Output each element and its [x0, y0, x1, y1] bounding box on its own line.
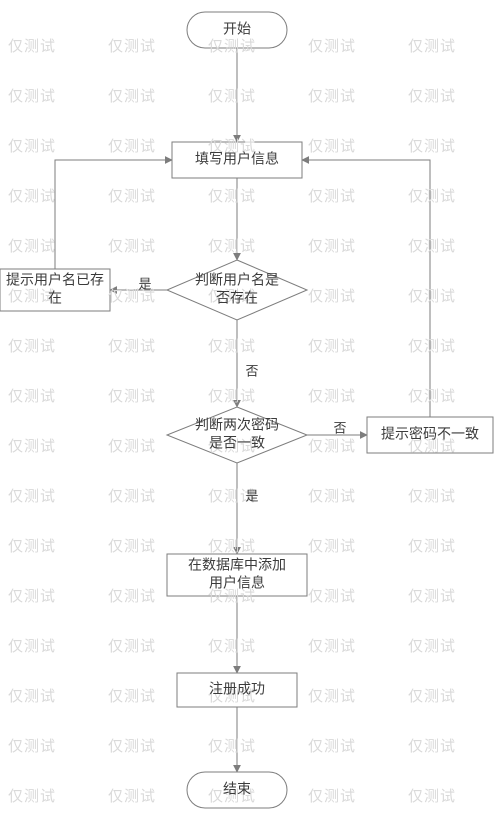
- node-label-end: 结束: [223, 781, 251, 799]
- edge-label: 否: [333, 418, 346, 437]
- node-label-tipPwd: 提示密码不一致: [381, 426, 479, 444]
- node-label-start: 开始: [223, 21, 251, 39]
- node-label-tipName: 提示用户名已存在: [6, 273, 104, 308]
- edge-tipPwd-fill: [302, 160, 430, 417]
- node-label-fill: 填写用户信息: [195, 151, 279, 169]
- edge-label: 是: [138, 274, 151, 293]
- node-label-addDb: 在数据库中添加用户信息: [188, 558, 286, 593]
- node-label-chkName: 判断用户名是否存在: [195, 273, 279, 308]
- edge-label: 是: [245, 486, 258, 505]
- node-label-ok: 注册成功: [209, 681, 265, 699]
- node-label-chkPwd: 判断两次密码是否一致: [195, 418, 279, 453]
- edge-tipName-fill: [55, 160, 172, 269]
- edge-label: 否: [245, 361, 258, 380]
